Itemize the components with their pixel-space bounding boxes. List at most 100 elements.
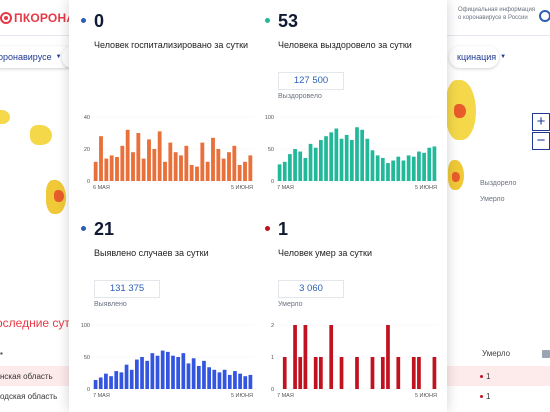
x-start-label: 7 МАЯ (277, 393, 294, 399)
x-start-label: 7 МАЯ (93, 393, 110, 399)
total-value: 131 375 (94, 280, 160, 298)
chart-bar (227, 152, 231, 181)
nav-pill-about[interactable]: оронавирусе ▼ (0, 46, 74, 68)
chart-bar (282, 357, 287, 389)
chart-bar (211, 137, 215, 181)
official-info-note: Официальная информация о коронавирусе в … (458, 7, 536, 21)
chart-bar (125, 129, 130, 181)
chart-bar (222, 369, 227, 389)
x-end-label: 5 ИЮНЯ (231, 185, 253, 191)
chart-bar (217, 372, 222, 389)
chart-bar (329, 132, 334, 181)
chart-bar (93, 380, 98, 389)
chart-bar (422, 152, 426, 181)
table-header-region: ▪ (0, 349, 3, 358)
region-name: одская область (0, 392, 58, 401)
virus-logo-icon (0, 12, 12, 24)
chart-bar (196, 365, 201, 389)
stat-hospitalized: 0 Человек госпитализировано за сутки 40 2… (81, 6, 259, 206)
region-name: нская область (0, 372, 53, 381)
map-region[interactable] (452, 172, 460, 182)
died-count: 1 (480, 392, 490, 401)
nav-pill-vaccination[interactable]: кцинация ▼ (449, 46, 506, 68)
bullet-icon (265, 226, 270, 231)
chart-bar (432, 357, 437, 389)
nav-pill-label: кцинация (457, 52, 497, 62)
chart-bar (173, 152, 178, 181)
y-tick-label: 20 (84, 147, 90, 153)
table-row[interactable]: одская область 1 (0, 386, 550, 406)
chart-bar (308, 143, 313, 181)
search-icon[interactable] (539, 10, 550, 22)
section-title: оследние сутки (0, 316, 82, 330)
chart-bar (277, 164, 282, 181)
chart-bar (186, 363, 191, 389)
chart-bar (212, 369, 217, 389)
chart-bar (99, 136, 103, 181)
chart-bar (324, 136, 328, 181)
scrollbar-thumb[interactable] (542, 350, 550, 358)
zoom-in-button[interactable]: + (532, 113, 550, 131)
chart-bar (109, 155, 114, 181)
chart-bar (129, 369, 134, 389)
chart-bar (417, 357, 421, 389)
daily-stats-card: 0 Человек госпитализировано за сутки 40 2… (69, 0, 447, 412)
map-legend-recovered: Выздорело (480, 180, 517, 187)
chart-bar (375, 155, 380, 181)
cases-chart: 100 50 07 МАЯ 5 ИЮНЯ (81, 323, 253, 399)
chart-bar (140, 357, 144, 389)
chart-bar (168, 142, 173, 181)
y-tick-label: 50 (84, 355, 90, 361)
chart-bar (120, 145, 125, 181)
chart-bar (396, 156, 401, 181)
deaths-chart: 2 1 07 МАЯ 5 ИЮНЯ (271, 323, 437, 399)
y-tick-label: 0 (271, 179, 274, 185)
chart-bar (202, 360, 206, 389)
map-region[interactable] (54, 190, 64, 202)
chart-bar (237, 165, 242, 181)
bullet-icon (81, 18, 86, 23)
chart-bar (432, 146, 437, 181)
stat-recovered: 53 Человека выздоровело за сутки 127 500… (265, 6, 443, 206)
chart-bar (157, 131, 162, 181)
chart-bar (114, 371, 119, 389)
y-tick-label: 0 (87, 387, 90, 393)
chart-bar (160, 350, 165, 389)
chart-bar (221, 158, 226, 181)
map-region[interactable] (0, 110, 10, 124)
chart-bar (334, 128, 339, 181)
x-start-label: 6 МАЯ (93, 185, 110, 191)
y-tick-label: 100 (81, 323, 90, 329)
chart-bar (205, 161, 210, 181)
chart-bar (150, 353, 155, 389)
chart-bar (238, 373, 242, 389)
chart-bar (155, 355, 160, 389)
chart-bar (189, 165, 194, 181)
chart-bar (411, 156, 416, 181)
chart-bar (344, 134, 349, 181)
chart-bar (195, 166, 199, 181)
y-tick-label: 0 (271, 387, 274, 393)
dot-icon (480, 375, 483, 379)
chart-bar (93, 161, 98, 181)
x-end-label: 5 ИЮНЯ (231, 393, 253, 399)
chart-bar (135, 359, 139, 389)
stat-caption: Человека выздоровело за сутки (278, 40, 412, 50)
map-region[interactable] (30, 125, 52, 145)
chevron-down-icon: ▼ (500, 54, 507, 60)
chart-bar (171, 355, 175, 389)
chart-bar (232, 145, 237, 181)
zoom-out-button[interactable]: − (532, 132, 550, 150)
chart-bar (131, 152, 135, 181)
total-value: 3 060 (278, 280, 344, 298)
chart-bar (370, 357, 375, 389)
chart-bar (248, 374, 253, 389)
dot-icon (480, 395, 483, 399)
stat-value: 0 (94, 11, 105, 31)
chart-bar (163, 161, 167, 181)
stat-caption: Человек госпитализировано за сутки (94, 40, 249, 50)
chart-bar (288, 154, 292, 181)
map-region[interactable] (454, 104, 466, 118)
chart-bar (293, 325, 297, 389)
stat-cases: 21 Выявлено случаев за сутки 131 375 Выя… (81, 214, 259, 412)
